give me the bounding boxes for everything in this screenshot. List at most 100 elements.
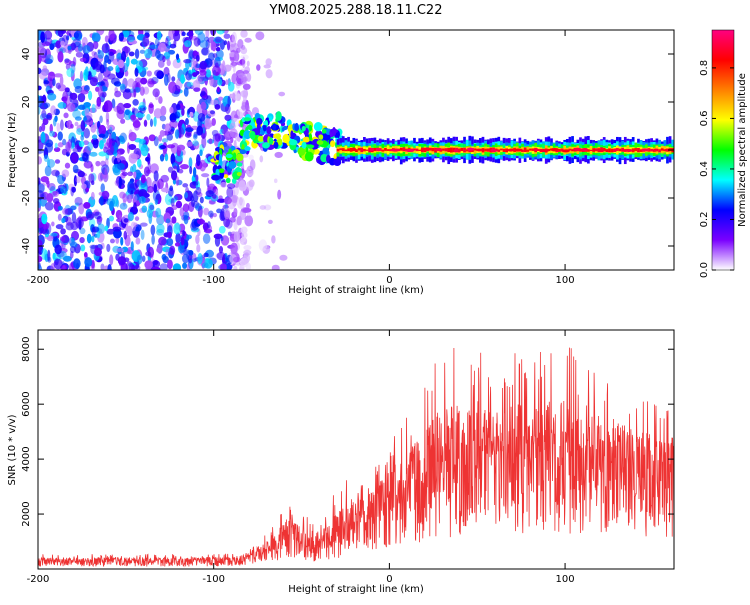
noise-blob xyxy=(161,138,168,143)
carrier-band xyxy=(402,147,406,152)
spectrogram-ytick-label: 0 xyxy=(21,147,32,153)
noise-blob xyxy=(44,142,54,153)
noise-blob xyxy=(185,127,194,133)
noise-blob xyxy=(173,165,178,170)
onset-blob xyxy=(301,125,306,132)
noise-blob xyxy=(118,176,122,189)
noise-blob xyxy=(70,123,74,129)
noise-blob xyxy=(67,45,72,51)
noise-blob xyxy=(240,236,247,243)
carrier-band xyxy=(484,148,487,152)
onset-blob xyxy=(236,171,242,177)
noise-blob xyxy=(38,156,43,165)
noise-blob xyxy=(199,149,203,157)
noise-blob xyxy=(179,207,185,217)
noise-blob xyxy=(138,196,146,204)
noise-blob xyxy=(188,157,193,169)
noise-blob xyxy=(161,187,170,193)
onset-blob xyxy=(238,149,248,155)
noise-blob xyxy=(91,180,95,186)
noise-blob xyxy=(117,59,125,69)
noise-blob xyxy=(210,30,217,36)
noise-blob xyxy=(80,134,85,141)
snr-ytick-label: 2000 xyxy=(21,501,32,526)
noise-blob xyxy=(162,255,169,264)
noise-blob xyxy=(150,224,156,236)
noise-blob xyxy=(72,38,82,48)
carrier-band xyxy=(631,148,635,153)
noise-blob xyxy=(181,253,190,264)
noise-blob xyxy=(45,114,52,119)
noise-blob xyxy=(186,141,193,147)
noise-blob xyxy=(193,87,201,92)
noise-blob xyxy=(79,236,85,244)
noise-blob xyxy=(51,221,55,227)
onset-blob xyxy=(228,161,237,169)
noise-blob xyxy=(79,57,87,62)
onset-blob xyxy=(316,139,324,145)
noise-blob xyxy=(167,259,173,270)
noise-blob xyxy=(136,180,144,188)
noise-blob xyxy=(38,46,46,56)
noise-blob xyxy=(130,241,134,252)
noise-blob xyxy=(144,30,150,36)
noise-blob xyxy=(142,35,150,47)
noise-blob xyxy=(64,162,71,169)
noise-blob xyxy=(171,216,177,224)
noise-blob xyxy=(116,163,125,170)
noise-blob xyxy=(192,140,199,147)
carrier-band xyxy=(523,147,527,152)
noise-blob xyxy=(188,250,194,256)
noise-blob xyxy=(214,103,221,110)
noise-blob xyxy=(271,235,276,244)
noise-blob xyxy=(44,201,54,211)
carrier-band xyxy=(381,149,385,152)
noise-blob xyxy=(72,56,77,67)
onset-blob xyxy=(225,177,231,184)
carrier-peak xyxy=(612,148,619,152)
noise-blob xyxy=(174,242,181,247)
colorbar-label: Normalized spectral amplitude xyxy=(737,73,748,227)
noise-blob xyxy=(49,43,55,51)
noise-blob xyxy=(175,176,180,187)
carrier-peak xyxy=(466,147,475,151)
noise-blob xyxy=(238,179,246,191)
carrier-band xyxy=(349,147,353,152)
carrier-peak xyxy=(390,148,401,152)
noise-blob xyxy=(199,60,208,70)
noise-blob xyxy=(220,236,224,242)
noise-blob xyxy=(57,174,65,185)
noise-blob xyxy=(245,104,250,112)
noise-blob xyxy=(166,59,171,67)
noise-blob xyxy=(209,110,216,115)
noise-blob xyxy=(49,232,58,237)
noise-blob xyxy=(271,264,280,270)
noise-blob xyxy=(57,30,64,38)
noise-blob xyxy=(148,103,154,108)
noise-blob xyxy=(127,171,134,177)
noise-blob xyxy=(196,125,204,136)
carrier-peak xyxy=(476,148,483,152)
noise-blob xyxy=(119,202,128,210)
noise-blob xyxy=(194,203,202,212)
noise-blob xyxy=(233,265,238,270)
noise-blob xyxy=(201,173,210,178)
noise-blob xyxy=(75,217,84,229)
noise-blob xyxy=(38,199,42,209)
noise-blob xyxy=(38,105,41,116)
noise-blob xyxy=(224,114,232,121)
noise-blob xyxy=(81,183,87,190)
noise-blob xyxy=(82,45,91,54)
noise-blob xyxy=(77,92,86,103)
noise-blob xyxy=(62,90,68,103)
snr-xtick-label: -100 xyxy=(202,574,225,585)
noise-blob xyxy=(84,66,89,77)
noise-blob xyxy=(226,40,231,51)
noise-blob xyxy=(138,188,148,198)
noise-blob xyxy=(126,56,130,68)
onset-blob xyxy=(246,124,253,131)
noise-blob xyxy=(223,196,233,205)
noise-blob xyxy=(171,170,178,181)
